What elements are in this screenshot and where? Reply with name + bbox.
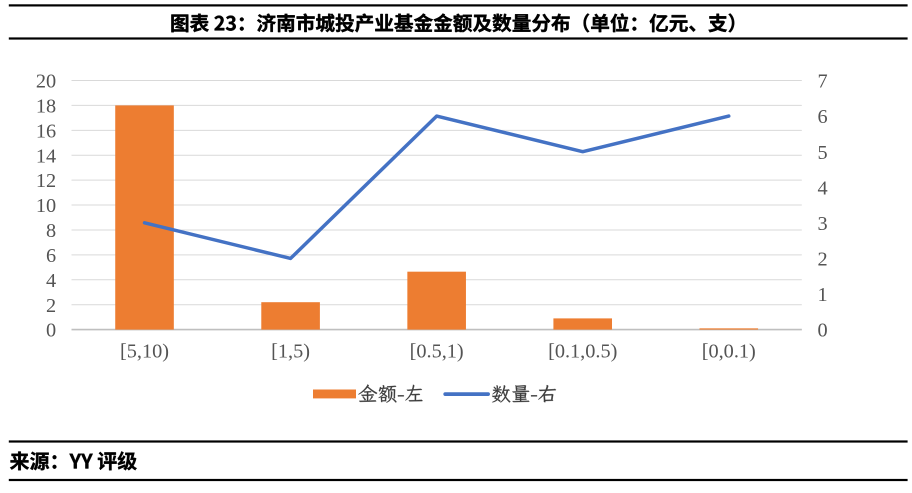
svg-text:14: 14 <box>36 145 56 167</box>
svg-text:7: 7 <box>818 71 828 93</box>
svg-text:5: 5 <box>818 142 828 164</box>
svg-text:[0.1,0.5): [0.1,0.5) <box>548 340 617 362</box>
svg-text:[5,10): [5,10) <box>120 340 169 362</box>
svg-text:16: 16 <box>36 120 56 142</box>
svg-text:20: 20 <box>36 71 56 93</box>
svg-text:4: 4 <box>46 270 56 292</box>
svg-text:[0,0.1): [0,0.1) <box>702 340 756 362</box>
svg-text:6: 6 <box>46 245 56 267</box>
svg-text:10: 10 <box>36 195 56 217</box>
svg-text:6: 6 <box>818 106 828 128</box>
svg-text:[1,5): [1,5) <box>271 340 310 362</box>
svg-text:8: 8 <box>46 220 56 242</box>
svg-text:0: 0 <box>46 320 56 342</box>
svg-text:1: 1 <box>818 284 828 306</box>
svg-text:3: 3 <box>818 213 828 235</box>
svg-text:18: 18 <box>36 96 56 118</box>
svg-text:[0.5,1): [0.5,1) <box>410 340 464 362</box>
svg-text:2: 2 <box>818 249 828 271</box>
svg-text:2: 2 <box>46 295 56 317</box>
svg-text:12: 12 <box>36 170 56 192</box>
svg-text:4: 4 <box>818 177 828 199</box>
svg-text:0: 0 <box>818 320 828 342</box>
